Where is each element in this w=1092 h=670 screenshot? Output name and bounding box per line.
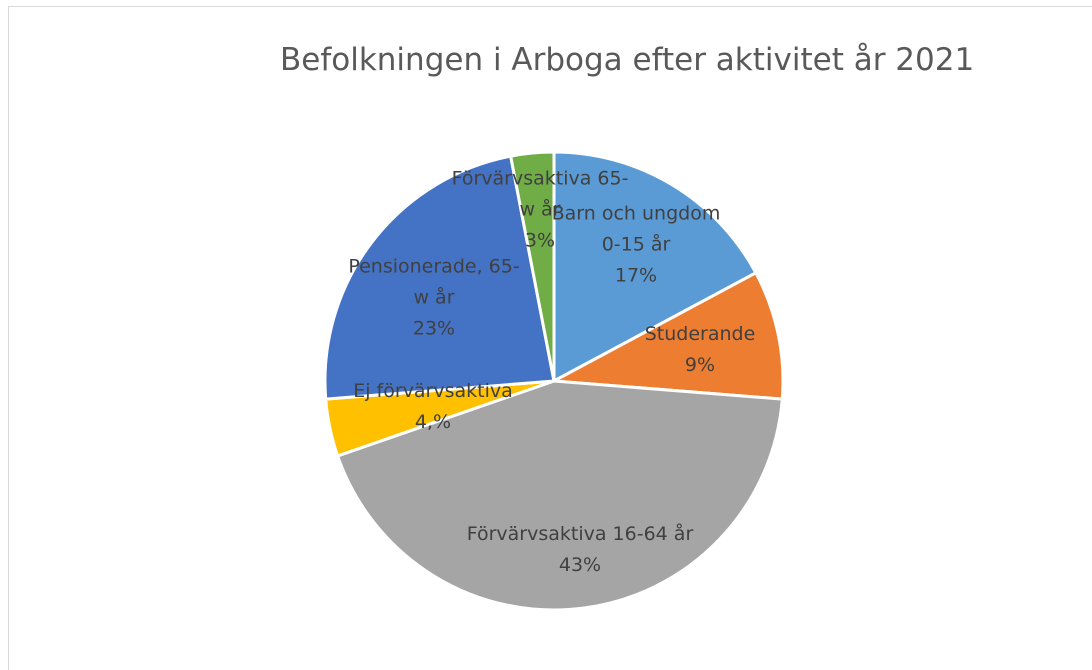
- chart-title: Befolkningen i Arboga efter aktivitet år…: [280, 42, 975, 78]
- slice-value: 9%: [684, 354, 716, 376]
- pie-slice: [509, 150, 556, 383]
- pie-slice: [336, 379, 784, 612]
- slice-value: 43%: [558, 554, 602, 576]
- data-label: Förvärvsaktiva 16-64 år 43%: [465, 519, 695, 581]
- slice-name: Förvärvsaktiva 16-64 år: [466, 523, 694, 545]
- slice-value: 4,%: [414, 411, 452, 433]
- slice-name: Pensionerade, 65-w år: [348, 255, 520, 309]
- slice-name: Barn och ungdom 0-15 år: [551, 202, 721, 256]
- slice-name: Studerande: [644, 323, 756, 345]
- data-label: Ej förvärvsaktiva 4,%: [333, 376, 533, 438]
- slice-name: Förvärvsaktiva 65-w år: [451, 167, 629, 221]
- pie-slice: [552, 150, 758, 383]
- slice-name: Ej förvärvsaktiva: [353, 380, 513, 402]
- slice-value: 17%: [614, 264, 658, 287]
- data-label: Pensionerade, 65-w år 23%: [344, 252, 524, 345]
- data-label: Studerande 9%: [630, 319, 770, 381]
- pie-slice: [552, 271, 785, 401]
- pie-slice: [323, 154, 556, 401]
- chart-frame: [8, 6, 1092, 670]
- slice-value: 3%: [524, 229, 556, 252]
- slice-value: 23%: [412, 317, 456, 340]
- data-label: Förvärvsaktiva 65-w år 3%: [450, 164, 630, 257]
- data-label: Barn och ungdom 0-15 år 17%: [546, 199, 726, 292]
